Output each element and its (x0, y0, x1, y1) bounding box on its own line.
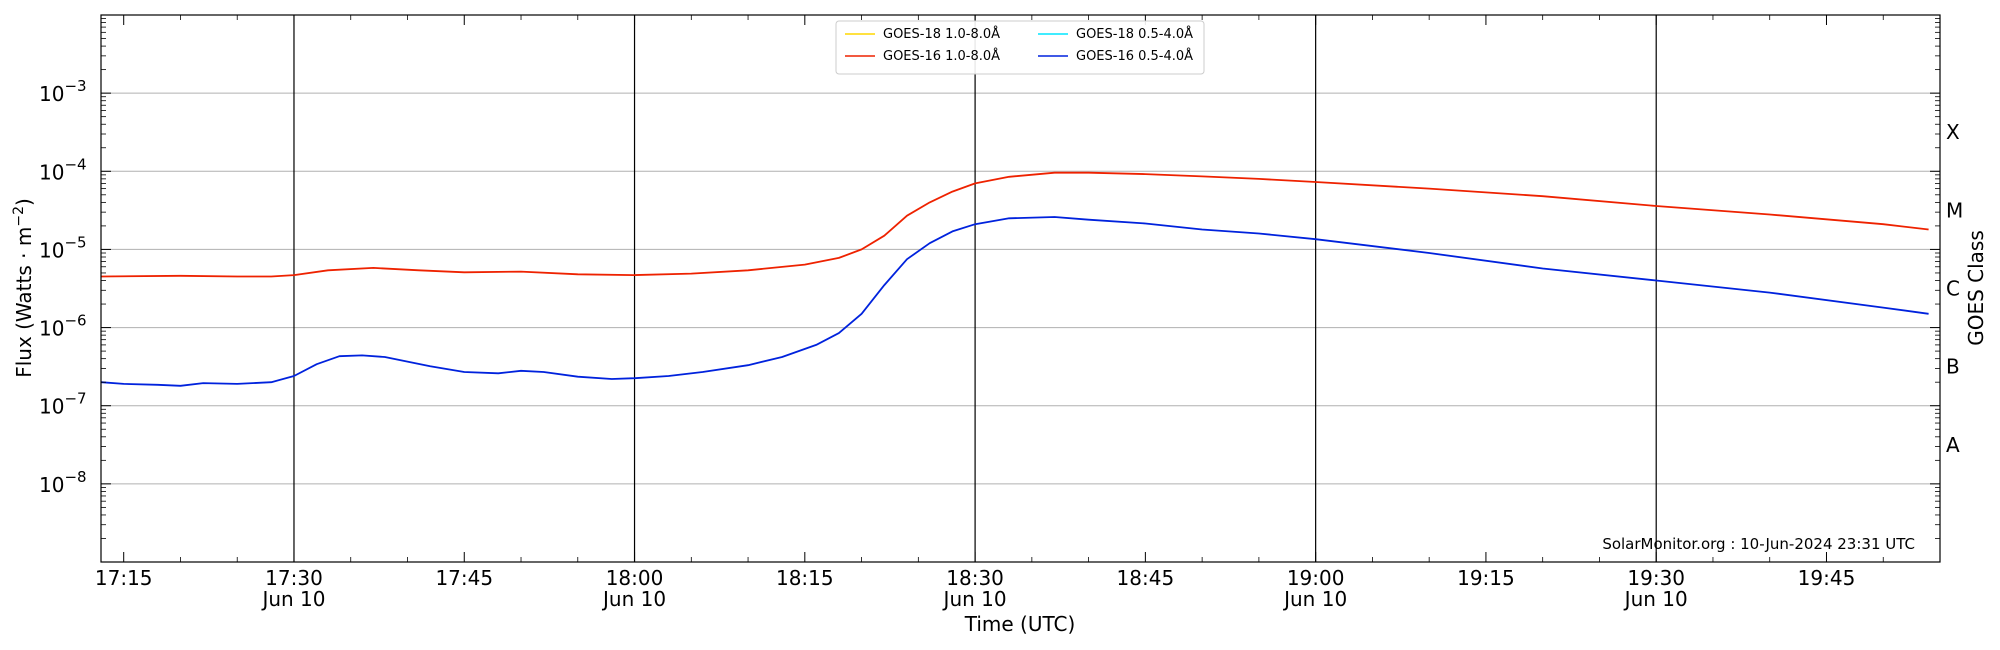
goes-class-label: A (1946, 433, 1960, 457)
series-line (100, 171, 1929, 278)
goes-class-label: X (1946, 120, 1960, 144)
plot-frame (100, 14, 1941, 563)
y-axis-right-title: GOES Class (1964, 230, 1988, 346)
y-tick-label: 10−3 (39, 77, 87, 106)
y-tick-label: 10−8 (39, 468, 87, 497)
goes-class-label: B (1946, 355, 1960, 379)
x-tick-label: 19:15 (1457, 566, 1515, 590)
x-tick-label: 19:30 (1627, 566, 1685, 590)
y-tick-label: 10−5 (39, 233, 87, 262)
vertical-lines-layer (293, 15, 1657, 562)
x-tick-label: 18:15 (776, 566, 834, 590)
x-tick-label: 17:30 (265, 566, 323, 590)
x-tick-label: 18:00 (606, 566, 664, 590)
goes-class-label: M (1946, 198, 1963, 222)
legend-label: GOES-16 0.5-4.0Å (1076, 48, 1193, 64)
y-tick-labels: 10−8 10−7 10−6 10−5 10−4 10−3 (39, 77, 87, 497)
y-axis-title: Flux (Watts · m−2) (11, 198, 36, 378)
x-tick-date-label: Jun 10 (601, 587, 666, 611)
legend-label: GOES-18 1.0-8.0Å (883, 26, 1000, 42)
goes-class-labels: A B C M X (1946, 120, 1963, 457)
legend: GOES-18 1.0-8.0Å GOES-18 0.5-4.0Å GOES-16 … (835, 20, 1205, 75)
y-tick-label: 10−4 (39, 155, 87, 184)
y-tick-label: 10−7 (39, 390, 87, 419)
x-tick-date-label: Jun 10 (942, 587, 1007, 611)
ticks-layer (101, 15, 1941, 562)
goes-class-label: C (1946, 277, 1960, 301)
x-tick-label: 17:15 (95, 566, 153, 590)
x-tick-label: 18:30 (946, 566, 1004, 590)
x-tick-date-label: Jun 10 (260, 587, 325, 611)
legend-label: GOES-16 1.0-8.0Å (883, 48, 1000, 64)
grid-layer (101, 92, 1940, 485)
x-tick-label: 19:45 (1798, 566, 1856, 590)
y-tick-label: 10−6 (39, 312, 87, 341)
x-tick-label: 19:00 (1287, 566, 1345, 590)
x-tick-date-label: Jun 10 (1623, 587, 1688, 611)
x-axis-title: Time (UTC) (964, 612, 1076, 636)
series-layer (100, 171, 1929, 387)
credit-text: SolarMonitor.org : 10-Jun-2024 23:31 UTC (1602, 535, 1915, 553)
series-line (100, 216, 1929, 387)
x-tick-label: 18:45 (1117, 566, 1175, 590)
x-tick-label: 17:45 (435, 566, 493, 590)
x-tick-date-label: Jun 10 (1282, 587, 1347, 611)
legend-label: GOES-18 0.5-4.0Å (1076, 26, 1193, 42)
legend-box (835, 20, 1205, 75)
